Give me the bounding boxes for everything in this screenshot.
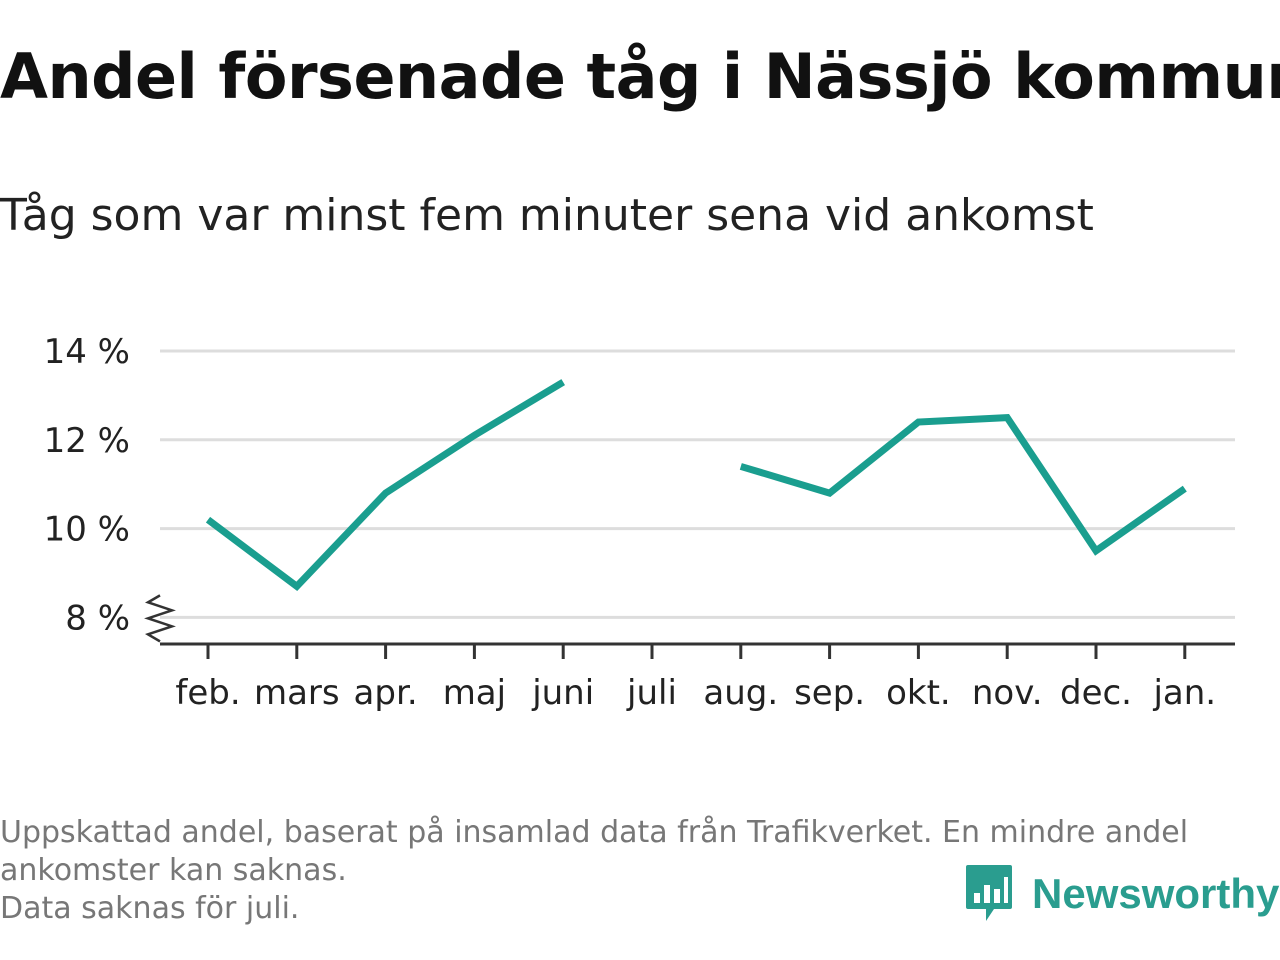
footer-note: Uppskattad andel, baserat på insamlad da… [0, 814, 1270, 928]
brand-name: Newsworthy [1032, 870, 1280, 917]
series-lines [205, 379, 1187, 591]
footer-note-line: Uppskattad andel, baserat på insamlad da… [0, 815, 1189, 850]
newsworthy-chart-bubble-icon [966, 865, 1012, 921]
x-axis-labels: feb. mars apr. maj juni juli aug. sep. okt. nov. d… [175, 673, 1216, 713]
x-tick-label: jan. [1152, 673, 1216, 713]
series-line-segment [205, 379, 566, 591]
y-tick-label: 10 % [44, 510, 130, 550]
newsworthy-logo: Newsworthy [964, 862, 1279, 926]
series-line-segment [739, 413, 1187, 556]
grid-lines [160, 349, 1235, 619]
footer-note-line: Data saknas för juli. [0, 891, 300, 926]
footer-note-line: ankomster kan saknas. [0, 853, 347, 888]
x-tick-label: juni [531, 673, 594, 713]
x-tick-label: apr. [354, 673, 418, 713]
x-tick-label: nov. [972, 673, 1043, 713]
x-tick-label: sep. [794, 673, 865, 713]
x-tick-label: feb. [175, 673, 240, 713]
x-tick-label: maj [443, 673, 506, 713]
chart-subtitle: Tåg som var minst fem minuter sena vid a… [0, 190, 1094, 241]
y-tick-label: 14 % [44, 332, 130, 372]
y-axis-break-icon [144, 594, 176, 643]
x-tick-label: aug. [703, 673, 778, 713]
chart-title: Andel försenade tåg i Nässjö kommun [0, 40, 1280, 113]
x-tick-label: dec. [1060, 673, 1132, 713]
x-tick-label: juli [626, 673, 677, 713]
y-tick-label: 8 % [65, 598, 130, 638]
x-tick-label: mars [254, 673, 340, 713]
y-tick-label: 12 % [44, 421, 130, 461]
x-axis-ticks [206, 644, 1187, 659]
y-axis-labels: 8 % 10 % 12 % 14 % [44, 332, 130, 638]
x-tick-label: okt. [886, 673, 951, 713]
